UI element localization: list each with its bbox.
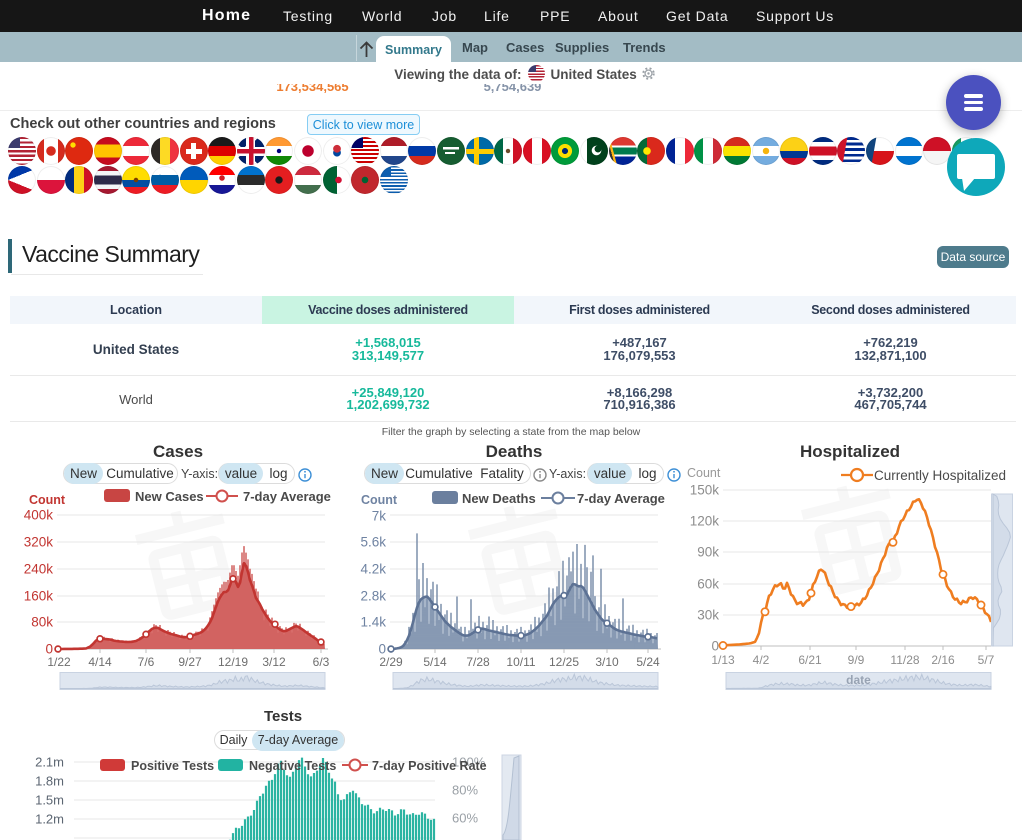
svg-text:0: 0 bbox=[378, 642, 386, 657]
svg-text:1/22: 1/22 bbox=[47, 655, 71, 669]
svg-text:12/19: 12/19 bbox=[218, 655, 248, 669]
svg-text:11/28: 11/28 bbox=[890, 653, 919, 667]
svg-text:5/24: 5/24 bbox=[636, 655, 660, 669]
svg-text:6/3: 6/3 bbox=[313, 655, 330, 669]
svg-text:1.5m: 1.5m bbox=[35, 793, 64, 808]
svg-text:10/11: 10/11 bbox=[506, 655, 535, 669]
svg-text:7/28: 7/28 bbox=[466, 655, 490, 669]
svg-text:2.1m: 2.1m bbox=[35, 755, 64, 770]
svg-text:0: 0 bbox=[711, 639, 719, 654]
svg-text:4.2k: 4.2k bbox=[360, 562, 386, 577]
svg-text:5/14: 5/14 bbox=[423, 655, 447, 669]
svg-text:1/13: 1/13 bbox=[711, 653, 735, 667]
svg-text:400k: 400k bbox=[24, 508, 54, 523]
svg-text:60k: 60k bbox=[697, 577, 719, 592]
svg-text:1.2m: 1.2m bbox=[35, 812, 64, 827]
svg-text:3/12: 3/12 bbox=[262, 655, 286, 669]
svg-text:12/25: 12/25 bbox=[549, 655, 579, 669]
svg-text:320k: 320k bbox=[24, 535, 54, 550]
svg-text:2.8k: 2.8k bbox=[360, 589, 386, 604]
svg-text:240k: 240k bbox=[24, 562, 54, 577]
svg-text:7k: 7k bbox=[372, 509, 387, 524]
svg-text:160k: 160k bbox=[24, 589, 54, 604]
svg-text:30k: 30k bbox=[697, 608, 719, 623]
svg-text:date: date bbox=[846, 673, 871, 687]
svg-text:90k: 90k bbox=[697, 545, 719, 560]
svg-text:3/10: 3/10 bbox=[595, 655, 619, 669]
svg-text:2/16: 2/16 bbox=[931, 653, 955, 667]
svg-text:9/9: 9/9 bbox=[848, 653, 865, 667]
svg-text:5/7: 5/7 bbox=[978, 653, 995, 667]
svg-text:100%: 100% bbox=[452, 755, 486, 770]
svg-text:1.4k: 1.4k bbox=[360, 615, 386, 630]
svg-text:9/27: 9/27 bbox=[178, 655, 202, 669]
svg-text:150k: 150k bbox=[690, 483, 720, 498]
svg-text:1.8m: 1.8m bbox=[35, 774, 64, 789]
svg-text:5.6k: 5.6k bbox=[360, 535, 386, 550]
svg-text:80k: 80k bbox=[31, 615, 53, 630]
svg-text:7/6: 7/6 bbox=[138, 655, 155, 669]
svg-text:80%: 80% bbox=[452, 783, 478, 798]
svg-text:4/14: 4/14 bbox=[88, 655, 112, 669]
svg-text:6/21: 6/21 bbox=[798, 653, 822, 667]
svg-text:60%: 60% bbox=[452, 811, 478, 826]
svg-text:2/29: 2/29 bbox=[379, 655, 403, 669]
svg-text:120k: 120k bbox=[690, 514, 720, 529]
svg-text:0: 0 bbox=[45, 642, 53, 657]
svg-text:4/2: 4/2 bbox=[753, 653, 770, 667]
